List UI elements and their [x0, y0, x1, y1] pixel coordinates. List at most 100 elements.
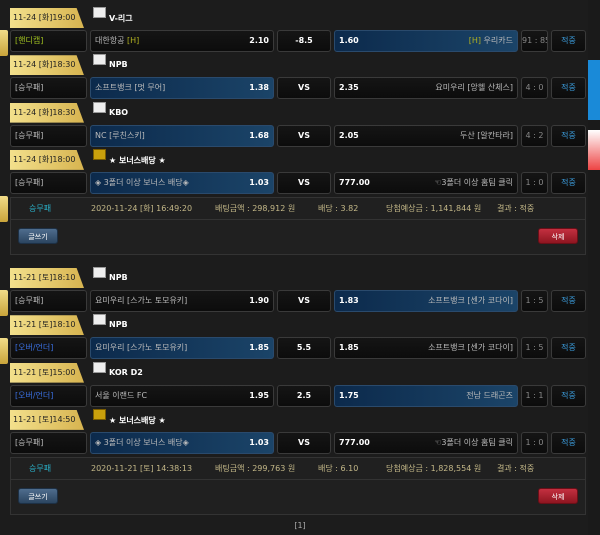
away-team-name: 소프트뱅크 [센가 코다이]: [428, 343, 513, 353]
away-team-option[interactable]: 1.85 소프트뱅크 [센가 코다이]: [334, 337, 518, 360]
away-odds: 1.60: [339, 36, 359, 45]
pagination[interactable]: [1]: [294, 521, 306, 530]
home-team-name: 서울 이랜드 FC: [95, 390, 148, 400]
delete-button[interactable]: 삭제: [538, 488, 578, 504]
home-team: ◈ 3폴더 이상 보너스 배당◈: [95, 173, 189, 193]
home-odds: 1.68: [249, 130, 269, 140]
left-tab[interactable]: [0, 338, 8, 364]
summary-info: 승무패 2020-11-21 [토] 14:38:13 배팅금액 : 299,7…: [11, 458, 585, 480]
bet-amount: 배팅금액 : 298,912 원: [215, 204, 296, 213]
handicap-value: VS: [277, 124, 331, 147]
away-team-option[interactable]: 777.00 ☜3폴더 이상 홈팀 클릭: [334, 431, 518, 454]
away-team-option[interactable]: 1.75 전남 드래곤즈: [334, 384, 518, 407]
home-team-option[interactable]: ◈ 3폴더 이상 보너스 배당◈ 1.03: [90, 431, 274, 454]
left-tab[interactable]: [0, 196, 8, 222]
league-name: KOR D2: [109, 367, 143, 377]
home-odds: 2.10: [249, 36, 269, 45]
result-badge[interactable]: 적중: [551, 77, 586, 100]
banner-blue-block: [588, 60, 600, 120]
banner-red-block: [588, 130, 600, 170]
away-team-name: ☜3폴더 이상 홈팀 클릭: [434, 437, 513, 447]
home-team-option[interactable]: ◈ 3폴더 이상 보너스 배당◈ 1.03: [90, 171, 274, 194]
volleyball-flag-icon: [93, 7, 106, 18]
away-team-option[interactable]: 2.05 두산 [알칸타라]: [334, 124, 518, 147]
away-odds: 2.35: [339, 83, 359, 93]
home-team: 서울 이랜드 FC: [95, 386, 147, 406]
total-odds: 배당 : 3.82: [318, 204, 359, 213]
bet-row: [오버/언더] 요미우리 [스가노 토모유키] 1.85 5.5 1.85 소프…: [10, 337, 586, 360]
home-odds: 1.90: [249, 296, 269, 305]
handicap-value: VS: [277, 290, 331, 312]
right-side-banner[interactable]: [588, 0, 600, 535]
match-score: 1 : 0: [521, 431, 548, 454]
away-odds: 1.85: [339, 343, 359, 353]
result-badge[interactable]: 적중: [551, 171, 586, 194]
match-date: 11-24 [화]19:00: [10, 8, 84, 28]
match-header: 11-21 [토]18:10 NPB: [10, 314, 570, 336]
home-team-option[interactable]: 대한항공 [H] 2.10: [90, 30, 274, 52]
npb-flag-icon: [93, 267, 106, 278]
away-team: 소프트뱅크 [센가 코다이]: [428, 291, 513, 311]
away-team: 두산 [알칸타라]: [460, 126, 513, 146]
away-odds: 777.00: [339, 177, 370, 187]
left-tab[interactable]: [0, 30, 8, 56]
npb-flag-icon: [93, 54, 106, 66]
away-tag: [H]: [468, 36, 481, 45]
handicap-value: VS: [277, 77, 331, 100]
bet-type: [승무패]: [10, 124, 87, 147]
league-name: KBO: [109, 107, 129, 117]
kbo-flag-icon: [93, 101, 106, 113]
home-team-name: NC [루친스키]: [95, 130, 145, 140]
result-badge[interactable]: 적중: [551, 384, 586, 407]
handicap-value: -8.5: [277, 30, 331, 52]
match-header: 11-21 [토]18:10 NPB: [10, 267, 570, 288]
home-team-name: 요미우리 [스가노 토모유키]: [95, 296, 188, 305]
home-team-option[interactable]: 서울 이랜드 FC 1.95: [90, 384, 274, 407]
home-team-option[interactable]: NC [루친스키] 1.68: [90, 124, 274, 147]
write-post-button[interactable]: 글쓰기: [18, 488, 58, 504]
bet-row: [승무패] 소프트뱅크 [멋 무어] 1.38 VS 2.35 요미우리 [앙헬…: [10, 77, 586, 100]
home-team-option[interactable]: 요미우리 [스가노 토모유키] 1.85: [90, 337, 274, 360]
match-score: 1 : 5: [521, 290, 548, 312]
away-team-option[interactable]: 777.00 ☜3폴더 이상 홈팀 클릭: [334, 171, 518, 194]
result-badge[interactable]: 적중: [551, 337, 586, 360]
match-date: 11-21 [토]14:50: [10, 409, 84, 430]
bet-datetime: 2020-11-21 [토] 14:38:13: [91, 464, 193, 473]
handicap-value: VS: [277, 171, 331, 194]
league-name: NPB: [109, 320, 128, 330]
away-team: ☜3폴더 이상 홈팀 클릭: [434, 433, 513, 453]
away-team-name: 소프트뱅크 [센가 코다이]: [428, 296, 513, 305]
result-badge[interactable]: 적중: [551, 431, 586, 454]
handicap-value: VS: [277, 431, 331, 454]
league-name: NPB: [109, 273, 128, 282]
bet-summary: 승무패 2020-11-21 [토] 14:38:13 배팅금액 : 299,7…: [10, 457, 586, 515]
away-team-name: 전남 드래곤즈: [466, 390, 513, 400]
write-post-button[interactable]: 글쓰기: [18, 228, 58, 244]
away-team-option[interactable]: 1.83 소프트뱅크 [센가 코다이]: [334, 290, 518, 312]
handicap-value: 5.5: [277, 337, 331, 360]
left-tab[interactable]: [0, 290, 8, 316]
bet-result: 결과 : 적중: [497, 464, 535, 473]
away-odds: 1.83: [339, 296, 359, 305]
away-team: 전남 드래곤즈: [466, 386, 513, 406]
result-badge[interactable]: 적중: [551, 124, 586, 147]
delete-button[interactable]: 삭제: [538, 228, 578, 244]
bet-type: [핸디캡]: [10, 30, 87, 52]
home-team-name: 요미우리 [스가노 토모유키]: [95, 343, 188, 353]
away-team-option[interactable]: 2.35 요미우리 [앙헬 산체스]: [334, 77, 518, 100]
away-odds: 1.75: [339, 390, 359, 400]
away-team-option[interactable]: 1.60 [H] 우리카드: [334, 30, 518, 52]
result-badge[interactable]: 적중: [551, 30, 586, 52]
left-edge-tabs: [0, 0, 8, 535]
bet-type: [오버/언더]: [10, 384, 87, 407]
match-header: 11-24 [화]19:00 V-리그: [10, 7, 570, 28]
bonus-icon: [93, 148, 106, 160]
home-team-name: ◈ 3폴더 이상 보너스 배당◈: [95, 437, 189, 447]
match-header: 11-24 [화]18:30 NPB: [10, 54, 570, 76]
home-team-option[interactable]: 요미우리 [스가노 토모유키] 1.90: [90, 290, 274, 312]
result-badge[interactable]: 적중: [551, 290, 586, 312]
match-date: 11-21 [토]18:10: [10, 315, 84, 336]
home-team-option[interactable]: 소프트뱅크 [멋 무어] 1.38: [90, 77, 274, 100]
match-date: 11-24 [화]18:00: [10, 149, 84, 170]
match-score: 1 : 1: [521, 384, 548, 407]
